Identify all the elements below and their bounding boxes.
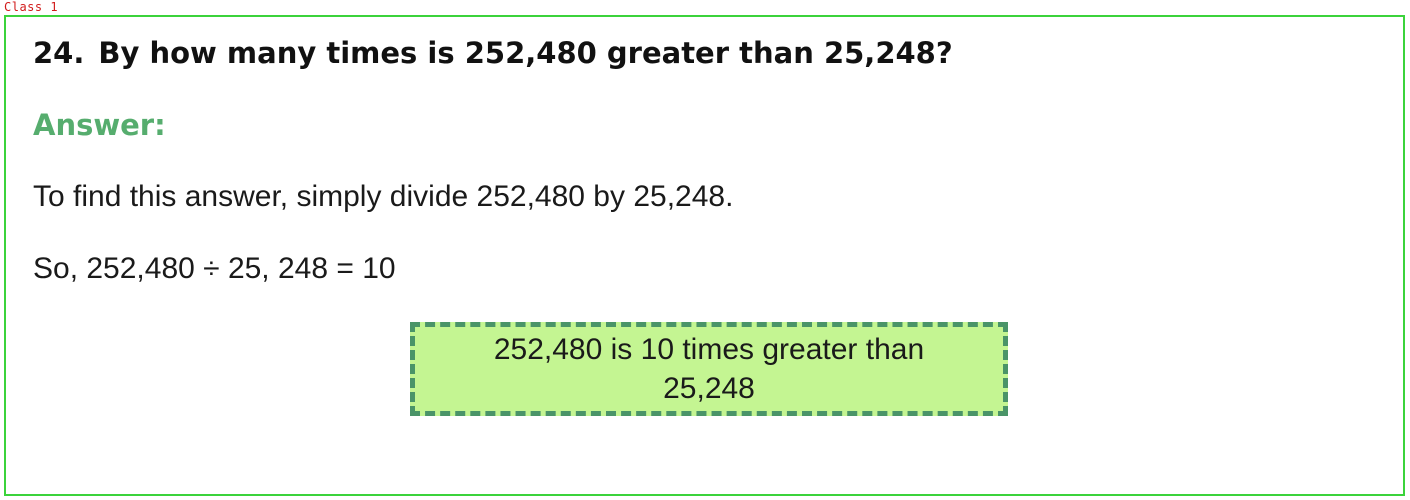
question-text: By how many times is 252,480 greater tha… <box>98 36 953 70</box>
annotation-frame <box>4 15 1405 496</box>
answer-callout-text: 252,480 is 10 times greater than 25,248 <box>493 333 925 405</box>
answer-callout-box: 252,480 is 10 times greater than 25,248 <box>410 322 1008 416</box>
answer-equation: So, 252,480 ÷ 25, 248 = 10 <box>33 252 396 285</box>
class-label: Class 1 <box>4 0 59 14</box>
question-number: 24. <box>33 36 85 70</box>
question-heading: 24. By how many times is 252,480 greater … <box>33 36 953 70</box>
answer-label: Answer: <box>33 108 166 142</box>
answer-explanation: To find this answer, simply divide 252,4… <box>33 180 734 213</box>
